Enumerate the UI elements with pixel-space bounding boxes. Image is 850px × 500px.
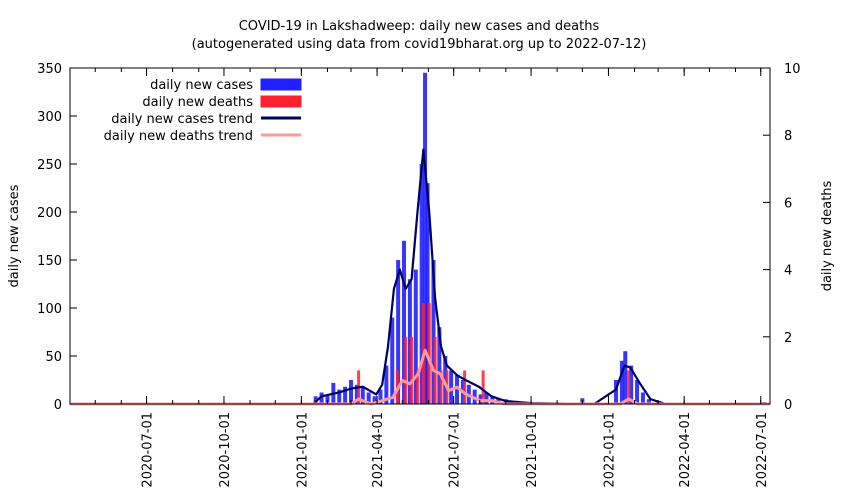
bar bbox=[354, 384, 359, 404]
y2-tick-label: 6 bbox=[784, 196, 792, 211]
x-tick-label: 2021-01-01 bbox=[295, 412, 310, 488]
x-tick-label: 2020-10-01 bbox=[218, 412, 233, 488]
x-tick-label: 2022-01-01 bbox=[602, 412, 617, 488]
y-axis-label: daily new cases bbox=[7, 184, 22, 287]
legend-label: daily new cases trend bbox=[111, 112, 253, 127]
y2-tick-label: 0 bbox=[784, 398, 792, 413]
y-tick-label: 350 bbox=[37, 62, 62, 77]
legend-item: daily new deaths bbox=[142, 95, 302, 110]
plot-frame bbox=[69, 67, 771, 405]
y2-axis-label: daily new deaths bbox=[820, 180, 835, 291]
bar bbox=[325, 394, 330, 404]
y-tick-label: 0 bbox=[54, 398, 62, 413]
bar bbox=[360, 386, 365, 404]
axes: 0 50 100 150 200 250 300 350 0 2 4 6 8 10 2020-07-01 20… bbox=[37, 62, 800, 488]
y2-tick-label: 2 bbox=[784, 331, 792, 346]
bar bbox=[415, 370, 419, 404]
y2-tick-label: 10 bbox=[784, 62, 801, 77]
bar bbox=[619, 360, 624, 404]
y2-tick-label: 8 bbox=[784, 129, 792, 144]
bar bbox=[646, 399, 651, 404]
y-tick-label: 100 bbox=[37, 302, 62, 317]
bar bbox=[343, 386, 348, 404]
legend-label: daily new deaths trend bbox=[104, 129, 253, 144]
y2-tick-label: 4 bbox=[784, 264, 792, 279]
y-tick-label: 250 bbox=[37, 158, 62, 173]
legend-item: daily new deaths trend bbox=[104, 129, 301, 144]
bar bbox=[402, 240, 407, 404]
bar bbox=[404, 336, 408, 404]
bar bbox=[319, 392, 324, 404]
chart-title: COVID-19 in Lakshadweep: daily new cases… bbox=[239, 19, 600, 34]
bar bbox=[449, 370, 454, 404]
bar bbox=[437, 327, 442, 404]
bar bbox=[337, 389, 342, 404]
legend-label: daily new deaths bbox=[142, 95, 253, 110]
bar bbox=[427, 303, 431, 404]
legend-label: daily new cases bbox=[150, 78, 253, 93]
bar bbox=[484, 392, 489, 404]
bar bbox=[627, 370, 631, 404]
x-tick-label: 2021-10-01 bbox=[525, 412, 540, 488]
series-2-line bbox=[70, 148, 770, 406]
chart-subtitle: (autogenerated using data from covid19bh… bbox=[192, 37, 647, 52]
y-tick-label: 300 bbox=[37, 110, 62, 125]
bar bbox=[629, 365, 634, 404]
x-tick-label: 2022-07-01 bbox=[755, 412, 770, 488]
bar bbox=[396, 260, 401, 404]
x-tick-label: 2021-07-01 bbox=[448, 412, 463, 488]
legend-item: daily new cases bbox=[150, 78, 302, 93]
bar bbox=[349, 380, 354, 404]
bar bbox=[419, 164, 424, 404]
bar bbox=[623, 351, 628, 404]
bar bbox=[614, 380, 619, 404]
bar bbox=[463, 370, 467, 404]
y-tick-label: 200 bbox=[37, 206, 62, 221]
bar bbox=[481, 370, 485, 404]
bar bbox=[635, 380, 640, 404]
bar bbox=[455, 375, 460, 404]
bar bbox=[313, 396, 318, 404]
x-tick-label: 2020-07-01 bbox=[141, 412, 156, 488]
legend-swatch bbox=[260, 78, 302, 91]
bar bbox=[443, 356, 448, 404]
bar bbox=[413, 269, 418, 404]
bar bbox=[423, 72, 428, 405]
legend: daily new cases daily new deaths daily new… bbox=[104, 78, 302, 144]
y-tick-label: 50 bbox=[45, 350, 62, 365]
legend-swatch bbox=[260, 95, 302, 108]
y-tick-label: 150 bbox=[37, 254, 62, 269]
legend-item: daily new cases trend bbox=[111, 112, 301, 127]
x-tick-label: 2021-04-01 bbox=[371, 412, 386, 488]
bar bbox=[378, 389, 383, 404]
bar bbox=[431, 260, 436, 404]
bar bbox=[390, 317, 395, 404]
bar bbox=[384, 365, 389, 404]
bar bbox=[410, 336, 414, 404]
bar bbox=[407, 279, 412, 404]
x-tick-label: 2022-04-01 bbox=[678, 412, 693, 488]
bar bbox=[439, 370, 443, 404]
bar bbox=[640, 392, 645, 404]
bar bbox=[366, 392, 371, 404]
bar bbox=[425, 183, 430, 404]
series-0-bars bbox=[313, 72, 767, 405]
bar bbox=[372, 396, 377, 404]
